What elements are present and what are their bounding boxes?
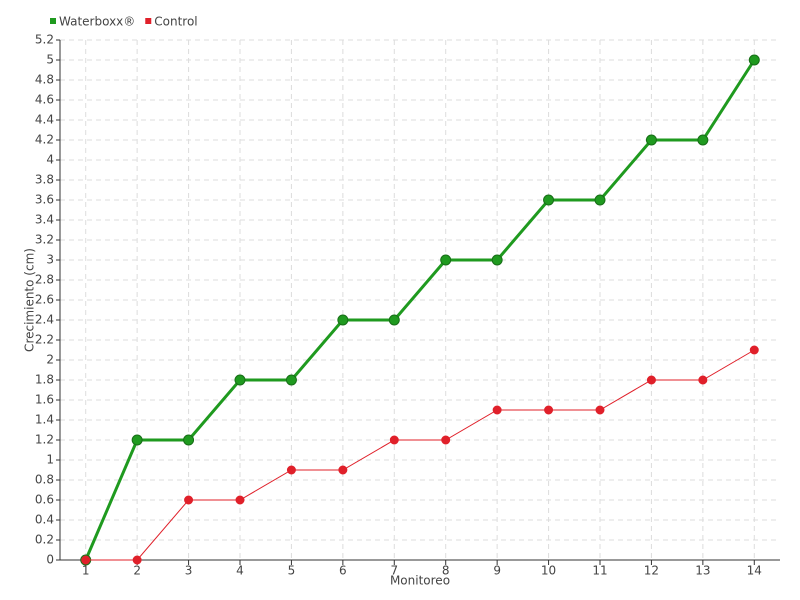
y-tick-label: 2.6 <box>35 293 54 307</box>
data-point <box>645 134 657 146</box>
legend-swatch <box>50 18 56 24</box>
x-tick-label: 9 <box>493 564 501 578</box>
y-tick-label: 2.4 <box>35 313 54 327</box>
data-point <box>441 435 451 445</box>
y-tick-label: 4 <box>46 153 54 167</box>
data-point <box>81 555 91 565</box>
x-tick-label: 6 <box>339 564 347 578</box>
data-point <box>338 465 348 475</box>
y-tick-label: 4.6 <box>35 93 54 107</box>
y-tick-label: 0.6 <box>35 493 54 507</box>
y-tick-label: 2 <box>46 353 54 367</box>
data-point <box>595 405 605 415</box>
x-tick-label: 3 <box>185 564 193 578</box>
y-tick-label: 3.4 <box>35 213 54 227</box>
y-tick-label: 2.8 <box>35 273 54 287</box>
data-point <box>389 435 399 445</box>
legend-swatch <box>145 18 152 24</box>
x-tick-label: 7 <box>390 564 398 578</box>
y-tick-label: 3.8 <box>35 173 54 187</box>
data-point <box>440 254 452 266</box>
y-tick-label: 2.2 <box>35 333 54 347</box>
data-point <box>235 495 245 505</box>
x-tick-label: 5 <box>288 564 296 578</box>
data-point <box>543 194 555 206</box>
y-tick-label: 4.2 <box>35 133 54 147</box>
data-point <box>748 54 760 66</box>
legend-label: Control <box>154 15 197 29</box>
data-point <box>234 374 246 386</box>
series-line <box>84 59 756 561</box>
data-point <box>285 374 297 386</box>
x-tick-label: 4 <box>236 564 244 578</box>
y-tick-label: 0.4 <box>35 513 54 527</box>
x-tick-label: 10 <box>541 564 556 578</box>
y-tick-label: 1.6 <box>35 393 54 407</box>
data-point <box>184 495 194 505</box>
data-point <box>594 194 606 206</box>
y-tick-label: 1 <box>46 453 54 467</box>
legend-label: Waterboxx® <box>59 15 135 29</box>
data-point <box>183 434 195 446</box>
y-tick-label: 3 <box>46 253 54 267</box>
data-point <box>491 254 503 266</box>
data-point <box>697 134 709 146</box>
y-tick-label: 0 <box>46 553 54 567</box>
x-tick-label: 1 <box>82 564 90 578</box>
x-tick-label: 8 <box>442 564 450 578</box>
x-tick-label: 12 <box>644 564 659 578</box>
y-tick-label: 4.8 <box>35 73 54 87</box>
data-point <box>131 434 143 446</box>
y-tick-label: 4.4 <box>35 113 54 127</box>
y-tick-label: 3.6 <box>35 193 54 207</box>
data-point <box>749 345 759 355</box>
data-point <box>698 375 708 385</box>
y-tick-label: 3.2 <box>35 233 54 247</box>
data-point <box>388 314 400 326</box>
data-point <box>492 405 502 415</box>
data-point <box>337 314 349 326</box>
data-point <box>132 555 142 565</box>
y-axis-label: Crecimiento (cm) <box>23 248 37 352</box>
y-tick-label: 0.8 <box>35 473 54 487</box>
data-point <box>544 405 554 415</box>
y-tick-label: 5 <box>46 53 54 67</box>
data-point <box>646 375 656 385</box>
y-tick-label: 1.8 <box>35 373 54 387</box>
x-tick-label: 2 <box>133 564 141 578</box>
data-point <box>286 465 296 475</box>
x-tick-label: 14 <box>747 564 762 578</box>
y-tick-label: 5.2 <box>35 33 54 47</box>
y-tick-label: 1.4 <box>35 413 54 427</box>
x-axis-label: Monitoreo <box>390 574 450 588</box>
y-tick-label: 0.2 <box>35 533 54 547</box>
series-line <box>85 349 755 561</box>
y-tick-label: 1.2 <box>35 433 54 447</box>
x-tick-label: 11 <box>592 564 607 578</box>
x-tick-label: 13 <box>695 564 710 578</box>
